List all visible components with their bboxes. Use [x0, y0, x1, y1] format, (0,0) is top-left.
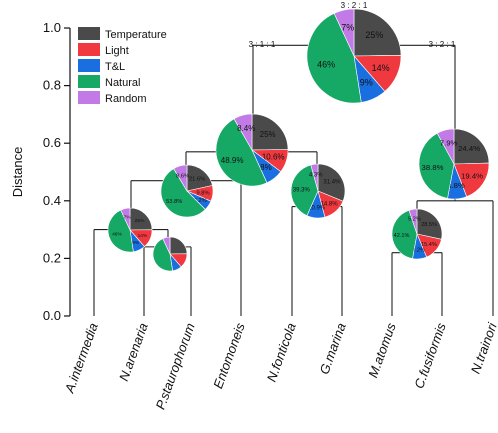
legend-swatch — [78, 27, 100, 40]
pie-slice-label: 14.8% — [321, 202, 339, 208]
taxon-label: C.fusiformis — [411, 320, 449, 390]
taxon-label: G.marina — [316, 321, 348, 376]
pie-slice-label: 8.4% — [237, 124, 255, 133]
pie-slice — [251, 113, 289, 151]
taxon-label: N.fonticola — [264, 321, 299, 384]
pie-slice — [317, 163, 346, 202]
y-tick-label: 0.2 — [43, 250, 61, 265]
taxon-label: A.intermedia — [61, 321, 100, 396]
pie-slice-label: 9% — [132, 240, 140, 246]
legend-label: T&L — [105, 61, 125, 73]
taxon-label: N.trainori — [468, 320, 498, 376]
pie-slice — [107, 209, 134, 253]
y-tick-label: 0.8 — [43, 78, 61, 93]
pie-slice-label: 53.8% — [166, 199, 182, 205]
pie-slice-label: 42.1% — [394, 233, 410, 239]
pie-slice — [333, 8, 355, 57]
pie-slice-label: 4.3% — [309, 172, 323, 178]
pie-slice-label: 7% — [124, 214, 132, 220]
legend-label: Temperature — [105, 29, 167, 41]
taxon-label: Entomoneis — [210, 320, 248, 390]
pie-slice-label: 46% — [317, 59, 335, 69]
pie-slice — [160, 168, 206, 218]
y-tick-label: 0.4 — [43, 193, 61, 208]
pie-slice — [120, 207, 131, 231]
y-tick-label: 0.0 — [43, 308, 61, 323]
legend-swatch — [78, 91, 100, 104]
pie-slice — [152, 238, 173, 272]
y-tick-label: 0.6 — [43, 135, 61, 150]
pie-slice — [436, 128, 455, 165]
pie-slice — [233, 113, 253, 152]
pie-slice — [391, 209, 418, 259]
pie-slice — [408, 208, 418, 235]
pie-slice-label: 31.4% — [323, 180, 341, 186]
legend-label: Natural — [105, 77, 140, 89]
pie-slice-label: 8.6% — [176, 173, 189, 179]
pie-slice — [310, 163, 319, 192]
pie-slice-label: 15.4% — [421, 242, 437, 248]
pie-slice — [169, 236, 188, 255]
pie-slice-label: 7% — [341, 23, 354, 33]
pie-slice-label: 38.8% — [422, 163, 444, 172]
pie-slice — [215, 118, 268, 187]
taxon-label: P.staurophorum — [153, 321, 198, 412]
pie-slice — [129, 207, 153, 231]
pie-slice-label: 8% — [260, 163, 272, 172]
pie-slice-label: 24.4% — [458, 144, 480, 153]
pie-slice-label: 25% — [135, 218, 145, 224]
pie-slice-label: 46% — [112, 232, 122, 238]
pie-slice-label: 21.6% — [189, 176, 205, 182]
pie-slice — [306, 12, 362, 104]
pie-slice-label: 9.8% — [196, 190, 209, 196]
pie-slice-label: 39.3% — [293, 188, 311, 194]
pie-slice — [162, 236, 171, 255]
taxon-label: N.arenaria — [116, 321, 151, 383]
pie-slice-label: 8.8% — [447, 181, 465, 190]
pie-slice-label: 9.2% — [412, 247, 425, 253]
y-axis-title: Distance — [10, 147, 25, 198]
pie-slice — [353, 8, 402, 57]
pie-slice-label: 6.2% — [194, 198, 207, 204]
pie-slice — [453, 128, 490, 165]
pie-slice-label: 10.9% — [308, 206, 326, 212]
pie-slice-label: 19.4% — [461, 172, 483, 181]
pie-slice-label: 14% — [372, 63, 390, 73]
ratio-label: 3 : 2 : 1 — [341, 1, 368, 10]
pie-slice — [186, 164, 213, 192]
pie-slice — [453, 162, 490, 198]
pie-slice — [173, 164, 188, 193]
legend-swatch — [78, 59, 100, 72]
ratio-label: 3 : 2 : 1 — [429, 40, 456, 49]
y-tick-label: 1.0 — [43, 20, 61, 35]
legend-label: Light — [105, 45, 129, 57]
pie-slice — [418, 132, 455, 199]
ratio-label: 3 : 1 : 1 — [249, 40, 276, 49]
pie-slice-label: 25% — [365, 30, 383, 40]
pie-slice — [290, 164, 319, 217]
legend-label: Random — [105, 93, 147, 105]
pie-slice-label: 28.5% — [421, 222, 437, 228]
pie-slice-label: 25% — [260, 130, 276, 139]
pie-slice-label: 10.6% — [262, 153, 285, 162]
pie-slice-label: 14% — [138, 233, 148, 239]
legend-swatch — [78, 75, 100, 88]
pie-slice-label: 48.9% — [221, 156, 244, 165]
pie-slice-label: 5.2% — [408, 217, 421, 223]
pie-slice — [416, 208, 443, 240]
pie-slice-label: 7.9% — [440, 139, 458, 148]
pie-slice-label: 9% — [360, 77, 373, 87]
legend-swatch — [78, 43, 100, 56]
taxon-label: M.atomus — [365, 320, 399, 379]
